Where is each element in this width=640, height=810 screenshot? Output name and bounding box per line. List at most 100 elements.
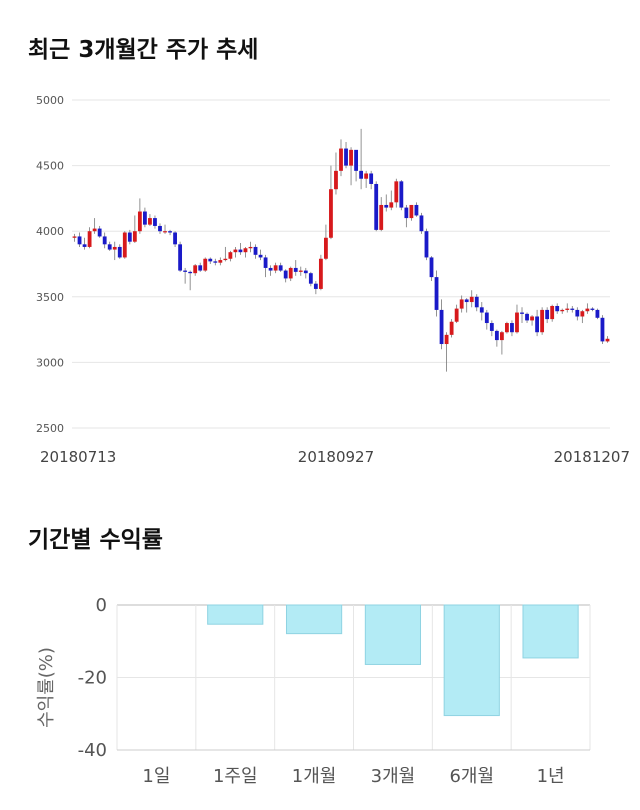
candle-body: [399, 181, 404, 208]
candle-body: [469, 296, 474, 303]
candle-body: [268, 267, 273, 271]
x-tick-label: 20181207: [554, 448, 630, 466]
candle-body: [273, 265, 278, 271]
candle-body: [208, 258, 213, 262]
candle-body: [97, 228, 102, 237]
candle-body: [102, 236, 107, 245]
candle-body: [555, 305, 560, 312]
candle-body: [243, 248, 248, 253]
candle-body: [550, 305, 555, 320]
candle-body: [379, 204, 384, 230]
candle-body: [434, 277, 439, 310]
candle-body: [560, 309, 565, 312]
candle-body: [293, 267, 298, 272]
candle-body: [439, 309, 444, 345]
candle-body: [545, 309, 550, 320]
candle-body: [329, 189, 333, 238]
candle-body: [107, 244, 112, 250]
candle-body: [339, 148, 343, 171]
return-bar: [522, 604, 579, 659]
candle-body: [389, 202, 394, 208]
candle-body: [605, 338, 610, 342]
x-tick-label: 1년: [537, 766, 565, 787]
candle-body: [223, 258, 228, 261]
candle-body: [183, 270, 188, 272]
candle-body: [142, 211, 147, 225]
candle-body: [278, 265, 283, 271]
candle-body: [444, 334, 449, 345]
candle-body: [313, 283, 318, 289]
candle-body: [168, 231, 172, 233]
x-tick-label: 6개월: [449, 766, 494, 787]
candle-body: [188, 271, 193, 274]
candle-body: [308, 273, 313, 284]
candle-body: [384, 204, 389, 208]
x-tick-label: 1일: [142, 766, 170, 787]
y-tick-label: -20: [78, 668, 107, 689]
candle-body: [283, 270, 288, 279]
candle-body: [484, 312, 489, 324]
y-tick-label: 4000: [36, 225, 64, 238]
candle-body: [349, 149, 353, 166]
y-tick-label: 3500: [36, 291, 64, 304]
candle-body: [364, 173, 369, 179]
returns-title: 기간별 수익률: [28, 527, 163, 553]
candle-body: [414, 204, 419, 216]
candle-body: [409, 204, 414, 219]
candle-body: [228, 252, 233, 259]
candle-body: [570, 308, 575, 310]
candle-body: [178, 244, 183, 271]
candle-body: [324, 237, 328, 259]
candle-body: [87, 231, 92, 247]
candle-body: [233, 249, 238, 253]
candle-body: [515, 312, 519, 333]
x-tick-label: 1주일: [213, 766, 258, 787]
candle-body: [193, 265, 198, 274]
candle-body: [303, 270, 308, 274]
x-tick-label: 20180713: [40, 448, 116, 466]
candle-body: [474, 296, 479, 308]
candle-body: [600, 317, 605, 342]
candle-body: [112, 246, 117, 250]
candle-body: [419, 215, 424, 232]
y-tick-label: 5000: [36, 94, 64, 107]
candle-body: [374, 183, 379, 230]
candle-body: [253, 246, 258, 255]
candle-body: [218, 260, 223, 263]
return-bar: [443, 604, 500, 717]
candle-body: [248, 246, 253, 249]
candle-body: [525, 313, 529, 321]
candle-body: [404, 207, 409, 219]
candlestick-chart: 2500 3000 3500 4000 4500 5000 20180713 20180927…: [36, 94, 630, 466]
candle-body: [213, 261, 218, 263]
y-tick-label: 0: [96, 595, 107, 616]
candle-body: [344, 148, 348, 166]
candle-body: [535, 316, 540, 333]
candle-body: [173, 232, 177, 245]
x-tick-label: 1개월: [292, 766, 337, 787]
candle-body: [394, 181, 399, 203]
candle-body: [585, 308, 590, 312]
candle-body: [464, 299, 469, 303]
return-bar: [285, 604, 343, 635]
candle-body: [72, 236, 77, 238]
candle-body: [258, 254, 263, 258]
candle-body: [359, 170, 364, 179]
candle-body: [318, 258, 323, 289]
y-tick-label: -40: [78, 740, 107, 761]
candle-body: [459, 299, 464, 309]
candle-body: [580, 311, 585, 317]
candle-body: [122, 232, 127, 258]
candle-body: [429, 257, 434, 278]
candle-body: [499, 332, 504, 341]
candle-body: [334, 170, 338, 190]
candle-body: [540, 309, 545, 333]
candle-body: [163, 231, 167, 233]
candle-body: [288, 267, 293, 279]
candle-body: [489, 323, 494, 331]
candle-body: [158, 225, 162, 232]
x-tick-label: 20180927: [298, 448, 374, 466]
candle-body: [494, 330, 499, 341]
candle-body: [449, 321, 454, 335]
